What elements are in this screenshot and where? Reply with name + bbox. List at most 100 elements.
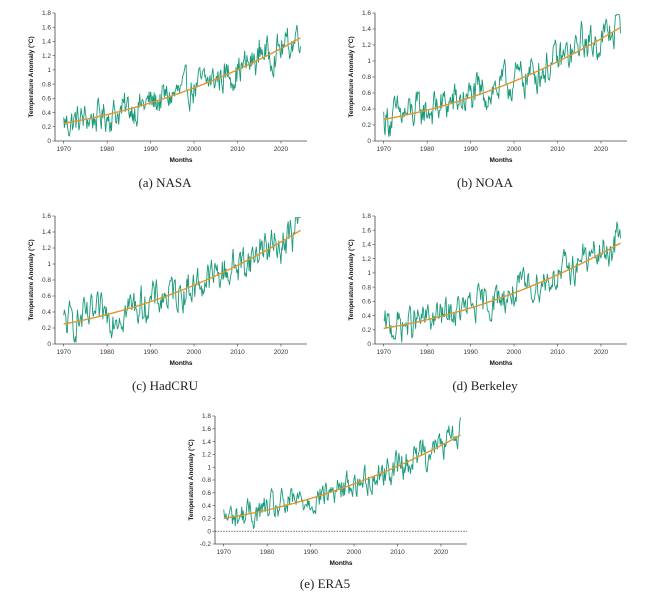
y-tick-label: 0.2 [202, 516, 211, 523]
y-axis-label: Temperature Anomaly (°C) [347, 239, 355, 320]
y-tick-label: 0.2 [362, 122, 371, 129]
y-tick-label: 0 [207, 528, 211, 535]
caption-berkeley: (d) Berkeley [452, 378, 518, 393]
y-tick-label: 0.4 [362, 313, 371, 320]
caption-hadcru: (c) HadCRU [131, 378, 199, 393]
y-tick-label: 1.2 [42, 53, 51, 60]
y-tick-label: 1.6 [202, 426, 211, 433]
temperature-series-line [383, 14, 621, 137]
chart-svg-hadcru: 0 0.2 0.4 0.6 0.8 1 1.2 1.4 1.6 1970 1980 1990 2000 2… [27, 213, 307, 367]
x-tick-label: 2020 [594, 146, 609, 153]
caption-noaa: (b) NOAA [457, 175, 513, 190]
x-tick-label: 2020 [434, 549, 449, 556]
y-tick-label: 1.4 [202, 439, 211, 446]
caption-nasa: (a) NASA [138, 175, 192, 190]
temperature-series-line [63, 217, 301, 343]
x-tick-label: 1970 [56, 146, 71, 153]
x-tick-label: 1990 [463, 146, 478, 153]
x-tick-label: 2010 [390, 549, 405, 556]
y-tick-label: 1.4 [362, 26, 371, 33]
y-tick-label: 1.4 [362, 242, 371, 249]
y-tick-label: 1.6 [42, 213, 51, 220]
y-tick-label: -0.2 [200, 541, 212, 548]
trend-line [63, 229, 301, 325]
x-tick-label: 1990 [463, 349, 478, 356]
x-tick-label: 2000 [347, 549, 362, 556]
y-tick-label: 1.2 [42, 245, 51, 252]
trend-line [383, 26, 621, 121]
chart-panel-nasa: 0 0.2 0.4 0.6 0.8 1 1.2 1.4 1.6 1.8 1970 1980 1990 20… [15, 5, 315, 200]
y-tick-label: 1.6 [362, 10, 371, 17]
x-tick-label: 1970 [376, 349, 391, 356]
x-tick-label: 2010 [550, 349, 565, 356]
trend-line [383, 242, 621, 330]
chart-panel-hadcru: 0 0.2 0.4 0.6 0.8 1 1.2 1.4 1.6 1970 1980 1990 2000 2… [15, 208, 315, 403]
y-tick-label: 1 [47, 261, 51, 268]
x-tick-label: 1990 [143, 349, 158, 356]
x-tick-label: 2010 [230, 146, 245, 153]
y-axis-label: Temperature Anomaly (°C) [347, 36, 355, 117]
y-tick-label: 1.4 [42, 39, 51, 46]
y-tick-label: 1 [47, 67, 51, 74]
x-axis-label: Months [489, 360, 512, 367]
x-axis-label: Months [329, 560, 352, 567]
y-tick-label: 0 [367, 341, 371, 348]
y-tick-label: 0.6 [362, 90, 371, 97]
y-tick-label: 0.8 [202, 477, 211, 484]
x-tick-label: 1990 [143, 146, 158, 153]
y-axis-label: Temperature Anomaly (°C) [27, 239, 35, 320]
y-tick-label: 0.8 [42, 81, 51, 88]
x-axis-label: Months [489, 157, 512, 164]
chart-panel-berkeley: 0 0.2 0.4 0.6 0.8 1 1.2 1.4 1.6 1.8 1970 1980 1990 20… [335, 208, 635, 403]
x-tick-label: 2000 [507, 349, 522, 356]
x-tick-label: 1980 [100, 146, 115, 153]
x-axis-label: Months [169, 360, 192, 367]
x-tick-label: 1980 [420, 146, 435, 153]
y-tick-label: 0.6 [202, 490, 211, 497]
y-tick-label: 1.4 [42, 229, 51, 236]
y-tick-label: 0.8 [362, 74, 371, 81]
y-tick-label: 1 [367, 58, 371, 65]
y-axis-label: Temperature Anomaly (°C) [27, 36, 35, 117]
temperature-series-line [383, 221, 621, 343]
x-tick-label: 1990 [303, 549, 318, 556]
y-tick-label: 0 [47, 341, 51, 348]
x-tick-label: 2000 [507, 146, 522, 153]
y-tick-label: 1.8 [42, 10, 51, 17]
y-tick-label: 0 [367, 138, 371, 145]
y-tick-label: 1.6 [362, 227, 371, 234]
y-tick-label: 0.4 [42, 110, 51, 117]
y-tick-label: 1.6 [42, 24, 51, 31]
chart-svg-era5: -0.2 0 0.2 0.4 0.6 0.8 1 1.2 1.4 1.6 1.8 1970 1980 19… [187, 413, 467, 567]
x-tick-label: 2010 [550, 146, 565, 153]
x-tick-label: 1970 [56, 349, 71, 356]
x-tick-label: 2000 [187, 146, 202, 153]
y-tick-label: 0.8 [42, 277, 51, 284]
y-tick-label: 1 [207, 464, 211, 471]
x-tick-label: 1970 [216, 549, 231, 556]
y-axis-label: Temperature Anomaly (°C) [187, 439, 195, 520]
y-tick-label: 0.6 [362, 299, 371, 306]
x-tick-label: 1980 [100, 349, 115, 356]
x-tick-label: 1980 [260, 549, 275, 556]
x-tick-label: 1980 [420, 349, 435, 356]
x-tick-label: 2000 [187, 349, 202, 356]
y-tick-label: 1.2 [362, 42, 371, 49]
y-tick-label: 0 [47, 138, 51, 145]
y-tick-label: 0.6 [42, 96, 51, 103]
temperature-series-line [63, 24, 301, 137]
y-tick-label: 0.8 [362, 284, 371, 291]
y-tick-label: 1.2 [362, 256, 371, 263]
y-tick-label: 1.8 [202, 413, 211, 420]
y-tick-label: 1 [367, 270, 371, 277]
y-tick-label: 1.2 [202, 452, 211, 459]
y-tick-label: 0.4 [202, 503, 211, 510]
x-axis-label: Months [169, 157, 192, 164]
x-tick-label: 2020 [274, 349, 289, 356]
caption-era5: (e) ERA5 [299, 576, 351, 591]
y-tick-label: 0.2 [42, 325, 51, 332]
chart-panel-era5: -0.2 0 0.2 0.4 0.6 0.8 1 1.2 1.4 1.6 1.8 1970 1980 19… [175, 408, 475, 598]
chart-svg-berkeley: 0 0.2 0.4 0.6 0.8 1 1.2 1.4 1.6 1.8 1970 1980 1990 20… [347, 213, 627, 367]
chart-svg-noaa: 0 0.2 0.4 0.6 0.8 1 1.2 1.4 1.6 1970 1980 1990 2000 2… [347, 10, 627, 164]
x-tick-label: 1970 [376, 146, 391, 153]
